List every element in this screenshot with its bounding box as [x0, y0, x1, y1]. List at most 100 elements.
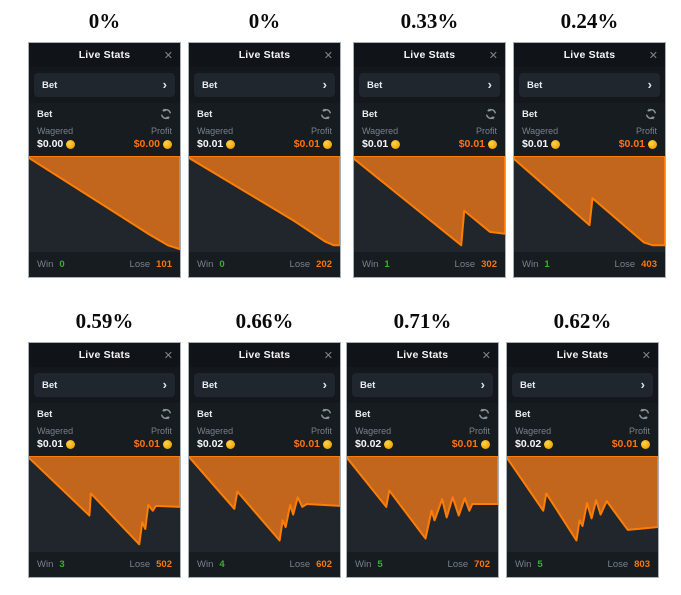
win-rate-label: 0.33% [400, 8, 459, 33]
refresh-icon[interactable] [320, 108, 332, 120]
lose-count: 101 [156, 259, 172, 270]
close-icon[interactable]: ✕ [648, 49, 658, 62]
refresh-icon[interactable] [645, 108, 657, 120]
wagered-profit-block: Wagered $0.00 Profit $0.00 [29, 120, 180, 156]
widget-header: Live Stats ✕ [347, 343, 498, 367]
bet-selector[interactable]: Bet › [512, 373, 653, 397]
close-icon[interactable]: ✕ [641, 349, 651, 362]
coin-icon [544, 439, 554, 449]
profit-stat: Profit $0.01 [459, 126, 497, 150]
wagered-label: Wagered [362, 126, 399, 136]
coin-icon [66, 439, 76, 449]
coin-icon [163, 439, 172, 449]
bet-selector[interactable]: Bet › [194, 373, 335, 397]
wagered-label: Wagered [197, 126, 234, 136]
widget-title: Live Stats [403, 49, 456, 61]
win-count: 1 [384, 259, 390, 270]
win-label: Win [37, 259, 54, 270]
chevron-right-icon: › [162, 77, 167, 92]
refresh-icon[interactable] [320, 408, 332, 420]
bet-selector[interactable]: Bet › [359, 73, 500, 97]
live-stats-widget: Live Stats ✕ Bet › Bet [28, 342, 181, 578]
close-icon[interactable]: ✕ [323, 49, 333, 62]
stats-cell: 0.62% Live Stats ✕ Bet › Bet [506, 300, 659, 578]
close-icon[interactable]: ✕ [488, 49, 498, 62]
lose-label: Lose [607, 559, 629, 570]
profit-stat: Profit $0.00 [134, 126, 172, 150]
win-lose-footer: Win 1 Lose 302 [354, 252, 505, 277]
wagered-stat: Wagered $0.01 [197, 126, 236, 150]
lose-label: Lose [447, 559, 469, 570]
refresh-icon[interactable] [160, 408, 172, 420]
bet-selector[interactable]: Bet › [34, 373, 175, 397]
bet-selector[interactable]: Bet › [194, 73, 335, 97]
widget-header: Live Stats ✕ [29, 343, 180, 367]
win-label: Win [197, 259, 214, 270]
bet-selector[interactable]: Bet › [519, 73, 660, 97]
bet-selector[interactable]: Bet › [34, 73, 175, 97]
panel-row-top: 0% Live Stats ✕ Bet › Bet [28, 8, 666, 278]
close-icon[interactable]: ✕ [163, 49, 173, 62]
chevron-right-icon: › [487, 77, 492, 92]
coin-icon [226, 439, 236, 449]
bet-selector-label: Bet [367, 79, 383, 91]
profit-chart [189, 156, 340, 252]
stats-cell: 0.66% Live Stats ✕ Bet › Bet [188, 300, 341, 578]
close-icon[interactable]: ✕ [481, 349, 491, 362]
wagered-stat: Wagered $0.02 [515, 426, 554, 450]
chevron-right-icon: › [480, 377, 485, 392]
stats-card: Bet Wagered $0.01 [189, 103, 340, 277]
close-icon[interactable]: ✕ [163, 349, 173, 362]
bet-tab-label: Bet [515, 408, 531, 420]
coin-icon [551, 139, 561, 149]
profit-stat: Profit $0.01 [612, 426, 650, 450]
coin-icon [323, 439, 332, 449]
coin-icon [323, 139, 332, 149]
profit-value: $0.01 [294, 438, 332, 450]
refresh-icon[interactable] [160, 108, 172, 120]
widget-title: Live Stats [78, 349, 131, 361]
wagered-stat: Wagered $0.01 [362, 126, 401, 150]
win-lose-footer: Win 5 Lose 702 [347, 552, 498, 577]
bet-selector-label: Bet [527, 79, 543, 91]
refresh-icon[interactable] [478, 408, 490, 420]
wagered-value: $0.00 [37, 138, 76, 150]
live-stats-widget: Live Stats ✕ Bet › Bet [353, 42, 506, 278]
lose-label: Lose [614, 259, 636, 270]
win-label: Win [522, 259, 539, 270]
coin-icon [391, 139, 401, 149]
stats-card-header: Bet [189, 103, 340, 120]
stats-card: Bet Wagered $0.01 [354, 103, 505, 277]
profit-chart [507, 456, 658, 552]
win-pair: Win 5 [355, 559, 383, 570]
profit-value: $0.01 [452, 438, 490, 450]
lose-pair: Lose 101 [130, 259, 172, 270]
win-lose-footer: Win 0 Lose 202 [189, 252, 340, 277]
lose-label: Lose [129, 259, 151, 270]
bet-selector[interactable]: Bet › [352, 373, 493, 397]
coin-icon [648, 139, 657, 149]
lose-label: Lose [289, 559, 311, 570]
win-count: 4 [219, 559, 225, 570]
win-pair: Win 1 [522, 259, 550, 270]
refresh-icon[interactable] [485, 108, 497, 120]
refresh-icon[interactable] [638, 408, 650, 420]
wagered-value: $0.02 [355, 438, 394, 450]
win-count: 0 [59, 259, 65, 270]
widget-title: Live Stats [78, 49, 131, 61]
wagered-profit-block: Wagered $0.01 Profit $0.01 [354, 120, 505, 156]
stats-card: Bet Wagered $0.02 [507, 403, 658, 577]
profit-chart [29, 156, 180, 252]
widget-header: Live Stats ✕ [354, 43, 505, 67]
win-count: 0 [219, 259, 225, 270]
close-icon[interactable]: ✕ [323, 349, 333, 362]
profit-chart [514, 156, 665, 252]
stats-card: Bet Wagered $0.02 [189, 403, 340, 577]
bet-tab-label: Bet [197, 108, 213, 120]
win-label: Win [515, 559, 532, 570]
live-stats-widget: Live Stats ✕ Bet › Bet [506, 342, 659, 578]
win-rate-label: 0.66% [235, 308, 294, 333]
profit-label: Profit [310, 426, 332, 436]
win-count: 5 [377, 559, 383, 570]
bet-tab-label: Bet [37, 108, 53, 120]
